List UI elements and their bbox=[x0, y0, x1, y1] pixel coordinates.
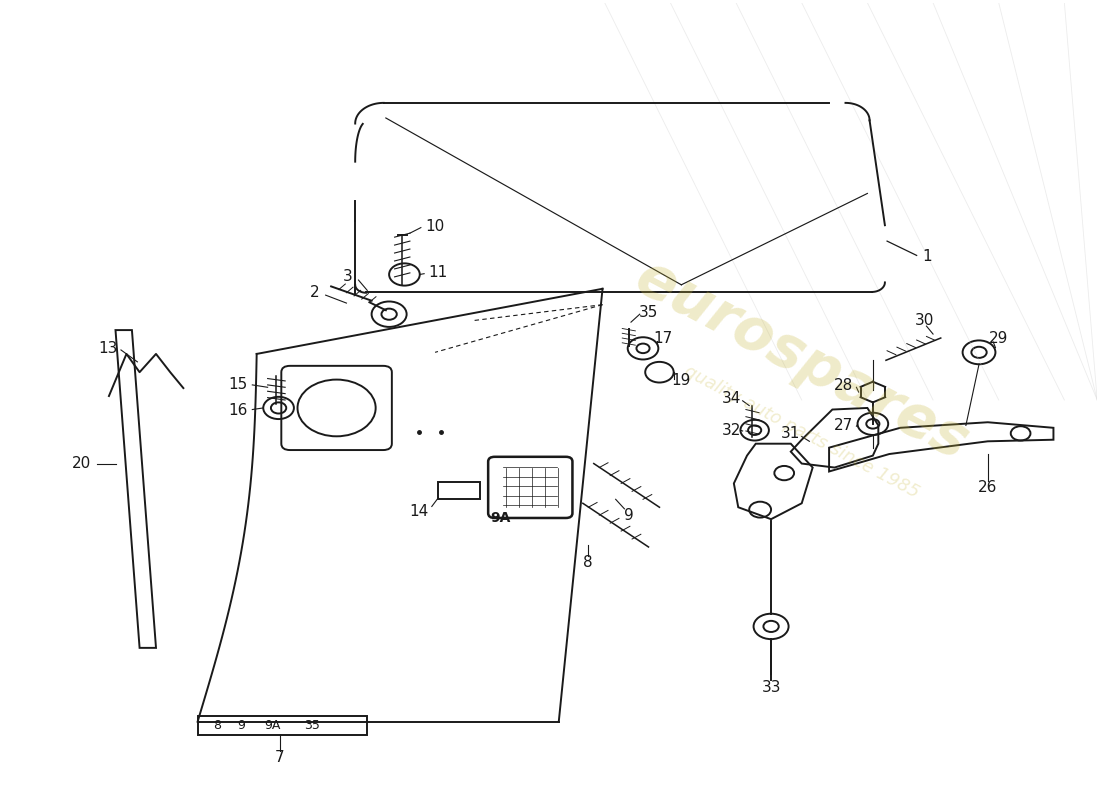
Text: 13: 13 bbox=[98, 341, 118, 356]
Text: 31: 31 bbox=[781, 426, 801, 441]
Text: 27: 27 bbox=[834, 418, 852, 433]
Text: 26: 26 bbox=[978, 480, 998, 495]
Text: 19: 19 bbox=[672, 373, 691, 388]
Bar bbox=[439, 482, 480, 499]
Text: quality auto parts since 1985: quality auto parts since 1985 bbox=[681, 362, 922, 502]
Text: 28: 28 bbox=[834, 378, 852, 393]
Text: 1: 1 bbox=[923, 250, 933, 265]
Text: 11: 11 bbox=[429, 266, 448, 280]
Bar bbox=[198, 716, 367, 735]
Text: 35: 35 bbox=[639, 305, 658, 320]
Text: 15: 15 bbox=[229, 377, 248, 392]
Text: 29: 29 bbox=[989, 330, 1009, 346]
Text: 14: 14 bbox=[409, 504, 428, 518]
Text: 34: 34 bbox=[722, 391, 741, 406]
Text: eurospares: eurospares bbox=[626, 249, 978, 472]
Text: 9A: 9A bbox=[491, 510, 510, 525]
Text: 9: 9 bbox=[238, 719, 245, 732]
Text: 10: 10 bbox=[426, 219, 444, 234]
Text: 32: 32 bbox=[722, 422, 741, 438]
Text: 33: 33 bbox=[761, 680, 781, 695]
Text: 20: 20 bbox=[72, 456, 91, 471]
Text: 3: 3 bbox=[343, 270, 352, 284]
Text: 9: 9 bbox=[624, 508, 634, 522]
Text: 8: 8 bbox=[213, 719, 221, 732]
Text: 8: 8 bbox=[583, 555, 593, 570]
Text: 9A: 9A bbox=[264, 719, 280, 732]
Text: 7: 7 bbox=[275, 750, 285, 765]
Text: 16: 16 bbox=[229, 403, 248, 418]
Text: 30: 30 bbox=[914, 313, 934, 328]
Text: 17: 17 bbox=[653, 330, 672, 346]
Text: 35: 35 bbox=[305, 719, 320, 732]
Text: 2: 2 bbox=[310, 286, 319, 300]
